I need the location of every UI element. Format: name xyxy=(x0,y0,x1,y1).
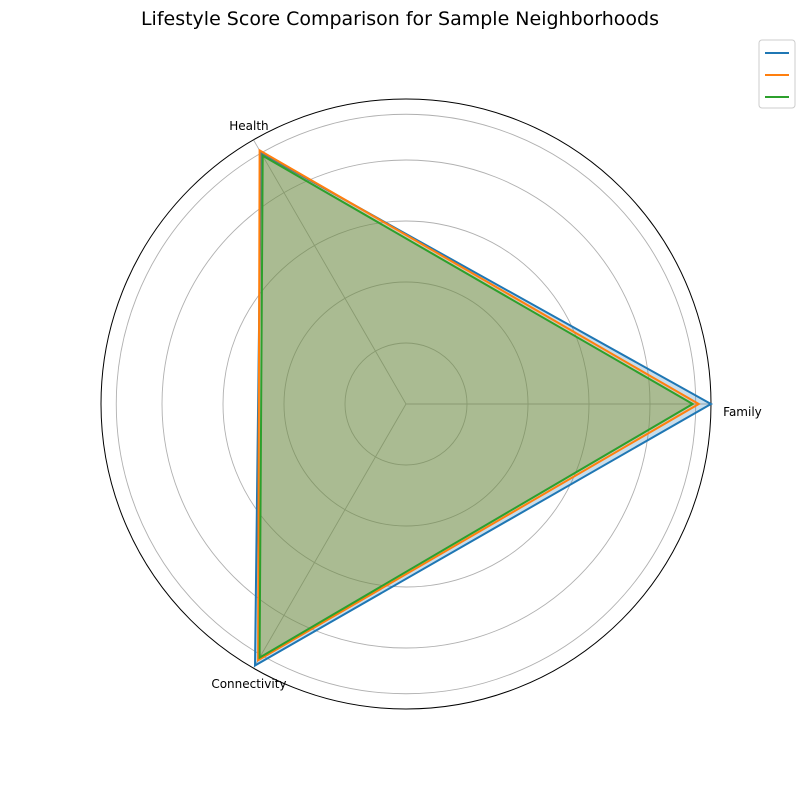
axis-label-health: Health xyxy=(229,119,268,133)
series-2-polygon xyxy=(258,153,695,660)
series-1-polygon xyxy=(257,148,701,662)
legend xyxy=(758,39,796,109)
chart-title: Lifestyle Score Comparison for Sample Ne… xyxy=(140,8,660,30)
axis-spoke-1 xyxy=(253,139,407,405)
series-layer xyxy=(253,148,714,668)
label-layer: Family Health Connectivity xyxy=(211,119,761,691)
axis-spoke-2 xyxy=(253,403,407,669)
axis-label-connectivity: Connectivity xyxy=(211,677,286,691)
axis-label-family: Family xyxy=(723,405,762,419)
